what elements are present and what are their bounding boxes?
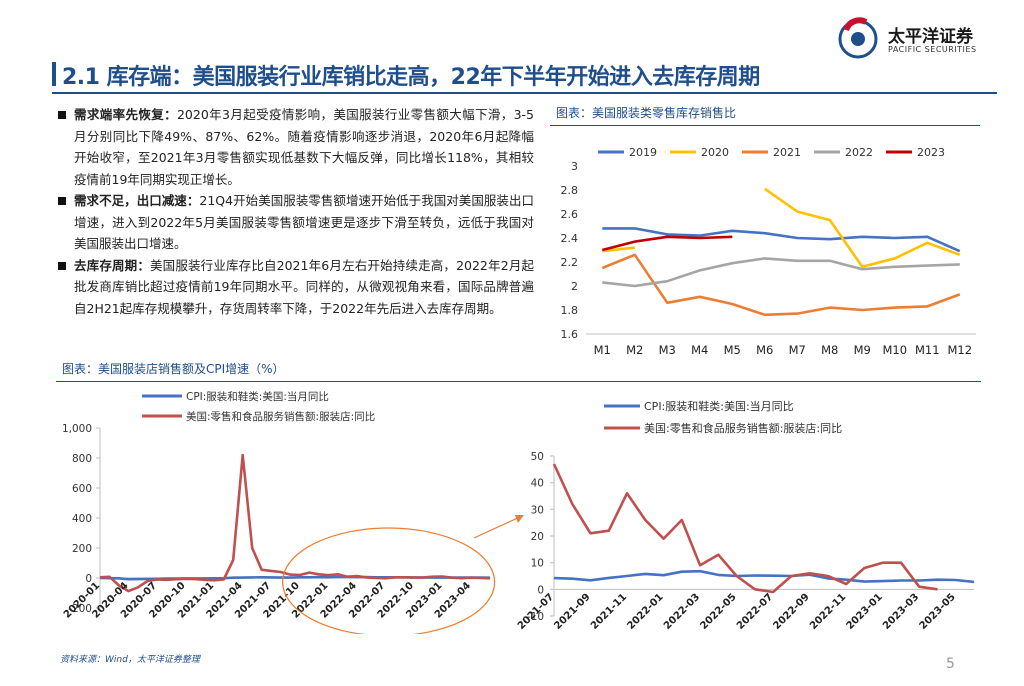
y-tick-label: 0 [537, 584, 544, 596]
legend-label: 2023 [917, 146, 945, 159]
y-tick-label: 1,000 [62, 423, 92, 435]
series-line [552, 463, 938, 594]
highlight-ellipse [282, 527, 496, 634]
bullet-square-icon [58, 111, 66, 119]
series-line-2021 [601, 253, 961, 317]
legend-label: CPI:服装和鞋类:美国:当月同比 [644, 399, 794, 413]
y-tick-label: 2.2 [561, 256, 579, 269]
x-tick-label: 2021-07 [516, 592, 556, 632]
bullet-text: 美国服装行业库存比自2021年6月左右开始持续走高，2022年2月起批发商库销比… [74, 257, 534, 316]
x-tick-label: 2023-03 [881, 592, 921, 632]
y-tick-label: 1.8 [561, 304, 579, 317]
y-tick-label: 2.4 [561, 232, 579, 245]
bullet-item: 需求不足，出口减速：21Q4开始美国服装零售额增速开始低于我国对美国服装出口增速… [58, 190, 534, 255]
y-tick-label: -200 [68, 603, 92, 615]
y-tick-label: 3 [571, 160, 578, 173]
y-tick-label: 600 [72, 483, 92, 495]
legend-label: 2022 [845, 146, 873, 159]
legend-label: 2021 [773, 146, 801, 159]
x-tick-label: 2022-05 [698, 592, 738, 632]
x-tick-label: M1 [594, 343, 611, 357]
y-tick-label: 0 [85, 573, 92, 585]
legend-label: 2019 [629, 146, 657, 159]
x-tick-label: 2021-09 [552, 592, 592, 632]
x-tick-label: M4 [691, 343, 708, 357]
logo-english: PACIFIC SECURITIES [888, 45, 977, 54]
x-tick-label: 2022-03 [662, 592, 702, 632]
legend-label: 美国:零售和食品服务销售额:服装店:同比 [186, 410, 375, 423]
legend-label: 2020 [701, 146, 729, 159]
bullet-text: 2020年3月起受疫情影响，美国服装行业零售额大幅下滑，3-5月分别同比下降49… [74, 107, 534, 187]
bullet-square-icon [58, 261, 66, 270]
sales-cpi-chart-zoom: 50403020100-102021-072021-092021-112022-… [516, 399, 975, 632]
chart2-caption: 图表：美国服装店销售额及CPI增速（%） [62, 362, 285, 376]
bullet-label: 需求端率先恢复： [74, 107, 177, 122]
logo-emblem-icon [838, 17, 878, 59]
x-tick-label: M11 [915, 343, 940, 357]
y-tick-label: 2.6 [561, 208, 579, 221]
series-line-2020 [602, 187, 961, 269]
y-tick-label: 200 [72, 543, 92, 555]
bullet-item: 去库存周期：美国服装行业库存比自2021年6月左右开始持续走高，2022年2月起… [58, 255, 534, 320]
title-accent [52, 62, 56, 86]
series-line-2019 [602, 227, 961, 253]
page-title: 2.1 库存端：美国服装行业库销比走高，22年下半年开始进入去库存周期 [62, 65, 760, 90]
series-line [553, 569, 975, 584]
y-tick-label: 1.6 [561, 328, 579, 341]
inventory-sales-ratio-chart: 3 2.8 2.6 2.4 2.2 2 1.8 1.6 M1 M2 M3 M4 M5 M6 M7 M8 M9 M1… [561, 146, 976, 357]
bullet-label: 去库存周期： [74, 257, 150, 273]
y-tick-label: 2.8 [561, 184, 579, 197]
series-line-2023 [601, 235, 733, 252]
x-tick-label: M7 [789, 343, 806, 357]
chart1-caption: 图表：美国服装类零售库存销售比 [556, 106, 737, 120]
zoom-arrow-icon [473, 515, 524, 539]
bullet-list: 需求端率先恢复：2020年3月起受疫情影响，美国服装行业零售额大幅下滑，3-5月… [58, 104, 534, 319]
y-tick-label: 30 [531, 504, 544, 516]
x-tick-label: M9 [854, 343, 871, 357]
x-tick-label: 2023-05 [918, 592, 958, 632]
x-tick-label: 2021-11 [589, 592, 629, 632]
y-tick-label: 40 [531, 478, 544, 490]
x-tick-label: M10 [882, 343, 907, 357]
x-tick-label: M12 [947, 343, 972, 357]
bullet-item: 需求端率先恢复：2020年3月起受疫情影响，美国服装行业零售额大幅下滑，3-5月… [58, 104, 534, 190]
page-number: 5 [946, 656, 955, 672]
legend-label: 美国:零售和食品服务销售额:服装店:同比 [644, 421, 842, 435]
x-tick-label: M8 [821, 343, 838, 357]
x-tick-label: 2022-09 [772, 592, 812, 632]
x-tick-label: 2022-11 [808, 592, 848, 632]
y-tick-label: 800 [72, 453, 92, 465]
title-bar: 2.1 库存端：美国服装行业库销比走高，22年下半年开始进入去库存周期 [52, 58, 992, 92]
bullet-text: 21Q4开始美国服装零售额增速开始低于我国对美国服装出口增速，进入到2022年5… [74, 193, 534, 251]
x-tick-label: 2023-01 [845, 592, 885, 632]
x-tick-label: M5 [724, 343, 741, 357]
y-tick-label: 50 [531, 451, 544, 463]
chart1-caption-rule [550, 125, 980, 126]
x-tick-label: M2 [626, 343, 643, 357]
bullet-square-icon [58, 197, 66, 205]
x-tick-label: M3 [659, 343, 676, 357]
legend-label: CPI:服装和鞋类:美国:当月同比 [186, 390, 329, 403]
x-tick-label: 2022-01 [625, 592, 665, 632]
bullet-label: 需求不足，出口减速： [74, 193, 200, 208]
x-tick-label: M6 [756, 343, 773, 357]
title-rule [52, 92, 997, 94]
chart2-caption-rule [56, 381, 981, 382]
y-tick-label: 20 [531, 531, 544, 543]
y-tick-label: 10 [531, 558, 544, 570]
sales-cpi-chart-full: 1,0008006004002000-2002020-012020-042020… [62, 390, 496, 634]
logo: 太平洋证券 PACIFIC SECURITIES [836, 12, 1016, 62]
logo-name: 太平洋证券 [888, 27, 973, 47]
y-tick-label: -10 [527, 611, 544, 623]
x-tick-label: 2022-07 [735, 592, 775, 632]
source-note: 资料来源：Wind，太平洋证券整理 [60, 655, 200, 665]
y-tick-label: 2 [571, 280, 578, 293]
y-tick-label: 400 [72, 513, 92, 525]
series-line [99, 453, 491, 593]
series-line-2022 [602, 257, 960, 288]
